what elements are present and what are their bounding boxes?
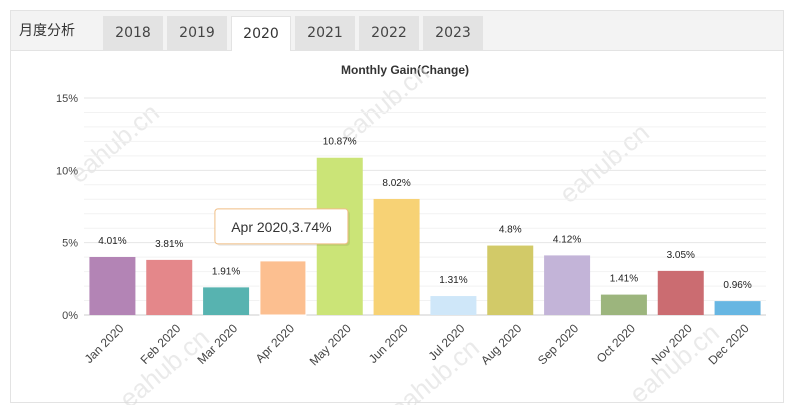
tab-2021[interactable]: 2021 (295, 16, 355, 50)
bar (203, 287, 250, 315)
tooltip-box (214, 208, 349, 245)
tab-2022[interactable]: 2022 (359, 16, 419, 50)
watermark-text: eahub.cn (64, 97, 165, 189)
bar (259, 260, 307, 316)
data-label: 4.8% (499, 225, 522, 236)
x-tick-label: Sep 2020 (535, 321, 581, 367)
y-tick-label: 0% (62, 310, 78, 322)
data-label: 3.05% (667, 250, 695, 261)
bar (89, 256, 136, 315)
bar (430, 296, 477, 315)
x-tick-label: May 2020 (307, 321, 354, 368)
bar (146, 259, 193, 315)
y-tick-label: 10% (56, 165, 78, 177)
x-tick-label: Jun 2020 (366, 321, 411, 366)
watermark-text: eahub.cn (554, 117, 655, 209)
data-label: 1.31% (439, 275, 467, 286)
year-tab-bar: 月度分析 2018 2019 2020 2021 2022 2023 (11, 11, 783, 51)
bar (373, 198, 420, 315)
x-tick-label: Apr 2020 (253, 321, 298, 366)
tooltip-text: Apr 2020,3.74% (231, 219, 331, 235)
bar (714, 301, 761, 315)
y-tick-label: 15% (56, 93, 78, 105)
bar (657, 270, 704, 315)
data-label: 4.01% (98, 236, 126, 247)
y-tick-label: 5% (62, 238, 78, 250)
x-tick-label: Oct 2020 (594, 321, 639, 366)
data-label: 3.81% (155, 239, 183, 250)
bar (600, 294, 647, 315)
data-label: 1.91% (212, 266, 240, 277)
watermark-text: eahub.cn (384, 332, 485, 405)
data-label: 4.12% (553, 234, 581, 245)
tab-2023[interactable]: 2023 (423, 16, 483, 50)
bar (487, 245, 534, 315)
data-label: 8.02% (382, 178, 410, 189)
monthly-analysis-label: 月度分析 (19, 23, 75, 39)
data-label: 0.96% (723, 280, 751, 291)
tab-2019[interactable]: 2019 (167, 16, 227, 50)
tab-2018[interactable]: 2018 (103, 16, 163, 50)
x-tick-label: Aug 2020 (478, 321, 524, 367)
chart-title: Monthly Gain(Change) (341, 63, 469, 77)
monthly-analysis-panel: 月度分析 2018 2019 2020 2021 2022 2023 (10, 10, 784, 403)
bar (544, 255, 591, 315)
data-label: 10.87% (323, 137, 357, 148)
data-label: 1.41% (610, 274, 638, 285)
tab-2020[interactable]: 2020 (231, 16, 291, 51)
x-tick-label: Jan 2020 (82, 321, 127, 366)
